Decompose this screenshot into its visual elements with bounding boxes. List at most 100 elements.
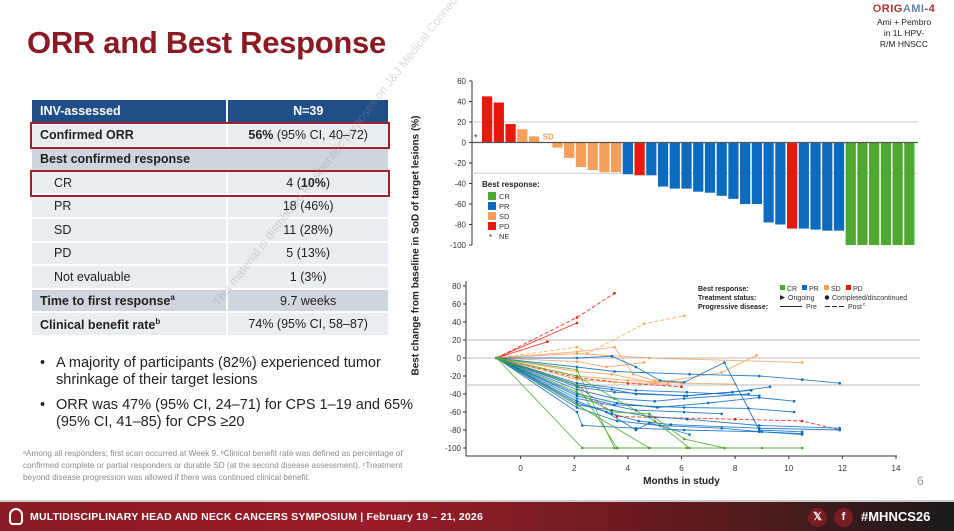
spider-point xyxy=(838,381,841,385)
legend-label: PD xyxy=(499,222,510,231)
spider-point xyxy=(685,390,689,394)
bullet-list: A majority of participants (82%) experie… xyxy=(40,355,420,439)
waterfall-bar-cr xyxy=(857,142,868,245)
row-value: 11 (28%) xyxy=(226,217,388,243)
logo-suffix: -4 xyxy=(924,3,936,15)
x-tick-label: 4 xyxy=(626,464,631,473)
spider-point xyxy=(610,388,614,391)
brand-subtitle-line: R/M HNSCC xyxy=(879,39,929,49)
spider-point xyxy=(575,378,579,381)
spider-line-cr xyxy=(496,357,803,449)
row-label-text: PR xyxy=(54,199,72,214)
x-tick-label: 12 xyxy=(838,464,847,473)
row-value-text: 18 (46%) xyxy=(282,199,334,214)
ongoing-triangle-icon xyxy=(780,295,785,300)
spider-point xyxy=(575,388,579,391)
legend-title: Best response: xyxy=(482,180,540,189)
row-value-text: 9.7 weeks xyxy=(280,293,337,308)
spider-point xyxy=(757,396,761,399)
spider-point xyxy=(575,401,579,405)
waterfall-bar-pr xyxy=(810,142,821,230)
legend-entry: PR xyxy=(809,286,819,293)
table-row: PD 5 (13%) xyxy=(32,241,388,267)
origami-logo: ORIGAMI-4 xyxy=(864,3,944,15)
waterfall-bar-pd xyxy=(493,102,504,143)
page-number: 6 xyxy=(917,474,924,488)
spider-point xyxy=(757,374,761,378)
waterfall-bar-pr xyxy=(751,142,763,204)
brand-block: ORIGAMI-4 Ami + Pembro in 1L HPV- R/M HN… xyxy=(864,3,944,50)
x-tick-label: 6 xyxy=(679,464,684,473)
waterfall-bar-cr xyxy=(845,142,856,245)
x-tick-label: 14 xyxy=(892,464,901,473)
spider-point xyxy=(605,365,608,369)
y-tick-label: -40 xyxy=(454,180,466,189)
spider-point xyxy=(720,412,724,416)
waterfall-bar-sd xyxy=(575,142,587,168)
spider-point xyxy=(634,389,638,392)
bullet-item: A majority of participants (82%) experie… xyxy=(40,355,420,389)
row-value-text: 10% xyxy=(300,175,326,190)
row-value-text: 11 (28%) xyxy=(283,222,334,237)
row-label-text: CR xyxy=(54,175,73,190)
row-label-text: Not evaluable xyxy=(54,269,131,284)
legend-label: CR xyxy=(499,192,510,201)
spider-point xyxy=(653,379,656,382)
table-row: Clinical benefit rateb 74% (95% CI, 58–87… xyxy=(32,312,388,337)
spider-line-sd xyxy=(496,357,669,385)
spider-point xyxy=(575,394,579,398)
row-label: Confirmed ORR xyxy=(32,123,228,149)
waterfall-bar-cr xyxy=(880,142,892,245)
waterfall-bar-sd xyxy=(587,142,598,171)
spider-point xyxy=(634,426,638,430)
hashtag: #MHNCS26 xyxy=(861,509,931,524)
x-tick-label: 8 xyxy=(733,464,738,473)
row-label-text: Time to first response xyxy=(40,294,171,309)
row-value: 4 (10%) xyxy=(226,170,388,196)
completed-dot-icon xyxy=(824,295,830,300)
facebook-icon[interactable]: f xyxy=(834,508,853,527)
y-tick-label: 0 xyxy=(457,354,462,363)
row-label: PR xyxy=(32,194,228,219)
row-value-text: 74% (95% CI, 58–87) xyxy=(248,317,368,332)
y-tick-label: -80 xyxy=(449,426,461,435)
y-tick-label: 20 xyxy=(457,118,466,127)
y-tick-label: -20 xyxy=(449,372,461,381)
x-social-icon[interactable]: 𝕏 xyxy=(808,508,827,527)
y-tick-label: -60 xyxy=(454,200,466,209)
spider-point xyxy=(575,381,579,385)
spider-point xyxy=(838,426,841,430)
spider-point xyxy=(575,383,579,387)
spider-point xyxy=(615,419,619,423)
legend-entry: Ongoing xyxy=(788,295,815,302)
waterfall-bar-pr xyxy=(669,142,680,189)
row-value: 9.7 weeks xyxy=(226,288,388,314)
legend-label: Best response: xyxy=(698,286,749,293)
row-label: Not evaluable xyxy=(32,265,228,290)
table-row: CR 4 (10%) xyxy=(32,170,388,196)
spider-point xyxy=(682,428,686,432)
logo-ami: AMI xyxy=(902,3,925,15)
spider-point xyxy=(682,394,686,398)
spider-point xyxy=(613,446,616,450)
waterfall-bar-sd xyxy=(528,136,540,143)
symposium-logo-icon xyxy=(9,508,23,525)
spider-point xyxy=(546,340,549,344)
waterfall-bar-pd xyxy=(786,142,798,229)
waterfall-bar-pr xyxy=(681,142,692,189)
table-row: Best confirmed response xyxy=(32,147,388,172)
spider-point xyxy=(720,371,724,374)
legend-swatch-sd xyxy=(488,212,496,220)
table-header-row: INV-assessed N=39 xyxy=(32,100,388,125)
row-value-text: ) xyxy=(325,175,331,190)
spider-point xyxy=(723,446,726,450)
waterfall-bar-pr xyxy=(833,142,845,231)
spider-point xyxy=(653,399,656,403)
legend-swatch-cr xyxy=(488,192,496,200)
spider-point xyxy=(575,360,579,363)
row-value: 56% (95% CI, 40–72) xyxy=(226,123,388,149)
spider-line-cr xyxy=(496,357,725,449)
waterfall-bar-pd xyxy=(634,142,645,176)
spider-point xyxy=(613,345,616,349)
spider-point xyxy=(838,428,841,432)
